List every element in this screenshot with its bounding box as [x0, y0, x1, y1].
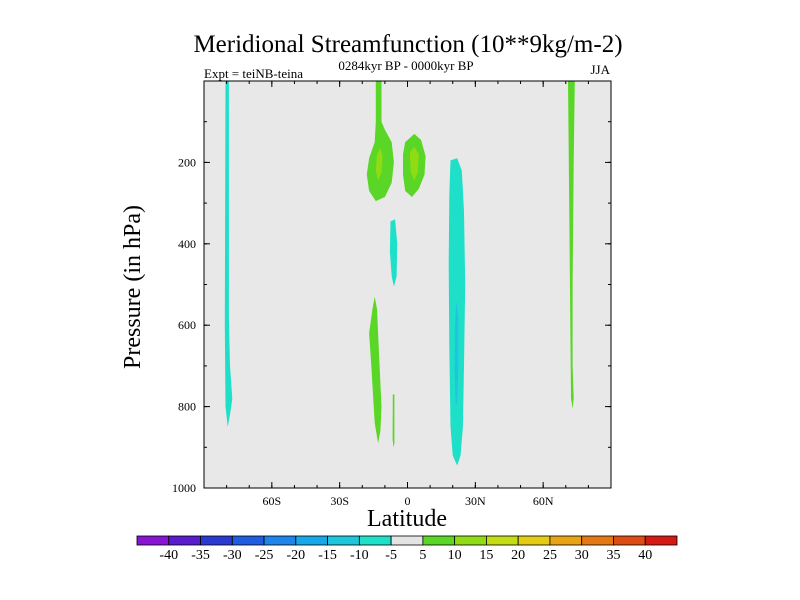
contour-sh-highlat-negative — [224, 81, 233, 427]
colorbar-label: -20 — [286, 548, 305, 563]
chart-title: Meridional Streamfunction (10**9kg/m-2) — [193, 31, 622, 58]
x-tick-label: 30S — [330, 494, 349, 508]
colorbar-box — [549, 535, 583, 546]
season-label: JJA — [590, 62, 610, 77]
contour-tropical-negative-core — [454, 300, 459, 407]
contour-upper-positive-south-stem — [366, 81, 394, 202]
colorbar-label: 25 — [543, 548, 557, 563]
colorbar-box — [168, 535, 201, 546]
colorbar-label: -40 — [159, 548, 178, 563]
y-tick-label: 400 — [178, 237, 196, 251]
colorbar-label: 10 — [448, 548, 462, 563]
x-axis-label: Latitude — [367, 506, 447, 532]
y-axis: 200 400 600 800 1000 — [172, 121, 611, 495]
x-tick-label: 60N — [533, 494, 554, 508]
colorbar-box — [327, 535, 360, 546]
colorbar-label: -25 — [255, 548, 274, 563]
y-tick-label: 800 — [178, 400, 196, 414]
colorbar-box — [581, 535, 614, 546]
colorbar-label: -35 — [191, 548, 210, 563]
colorbar-box — [136, 535, 170, 546]
contour-nh-highlat-positive — [568, 81, 575, 409]
contour-upper-positive-south-core — [375, 148, 383, 181]
x-tick-label: 0 — [405, 494, 411, 508]
colorbar-label: 35 — [606, 548, 620, 563]
colorbar-box — [200, 535, 233, 546]
contour-upper-negative-small — [389, 219, 398, 287]
colorbar-box — [295, 535, 328, 546]
contour-upper-positive-north-core — [409, 146, 419, 181]
colorbar-label: 30 — [575, 548, 589, 563]
colorbar-box — [613, 535, 646, 546]
colorbar-label: -30 — [223, 548, 242, 563]
x-tick-label: 30N — [465, 494, 486, 508]
experiment-label: Expt = teiNB-teina — [204, 66, 303, 81]
colorbar-box — [358, 535, 392, 546]
colorbar-label: -10 — [350, 548, 369, 563]
colorbar-box — [517, 535, 551, 546]
time-range-label: 0284kyr BP - 0000kyr BP — [338, 58, 473, 73]
colorbar-box — [454, 535, 487, 546]
x-axis: 60S 30S 0 30N 60N — [203, 81, 612, 508]
contour-lower-positive-sliver — [392, 394, 395, 448]
contour-fills — [224, 81, 575, 466]
colorbar-label: -15 — [318, 548, 337, 563]
colorbar-box — [231, 535, 265, 546]
colorbar: -40 -35 -30 -25 -20 -15 -10 -5 5 10 15 20 25 30 35 40 — [136, 535, 678, 563]
y-tick-label: 600 — [178, 318, 196, 332]
colorbar-label: 5 — [419, 548, 426, 563]
colorbar-box — [263, 535, 297, 546]
contour-lower-positive-tongue — [369, 296, 382, 444]
plot-area: 60S 30S 0 30N 60N 200 400 600 800 1000 — [172, 80, 612, 508]
colorbar-label: -5 — [385, 548, 397, 563]
colorbar-box — [486, 535, 519, 546]
colorbar-label: 40 — [638, 548, 652, 563]
y-tick-label: 200 — [178, 155, 196, 169]
colorbar-label: 15 — [479, 548, 493, 563]
colorbar-box — [644, 535, 678, 546]
colorbar-box — [422, 535, 456, 546]
colorbar-label: 20 — [511, 548, 525, 563]
x-tick-label: 60S — [262, 494, 281, 508]
colorbar-box — [390, 535, 424, 546]
y-axis-label: Pressure (in hPa) — [120, 205, 146, 369]
y-tick-label: 1000 — [172, 481, 196, 495]
